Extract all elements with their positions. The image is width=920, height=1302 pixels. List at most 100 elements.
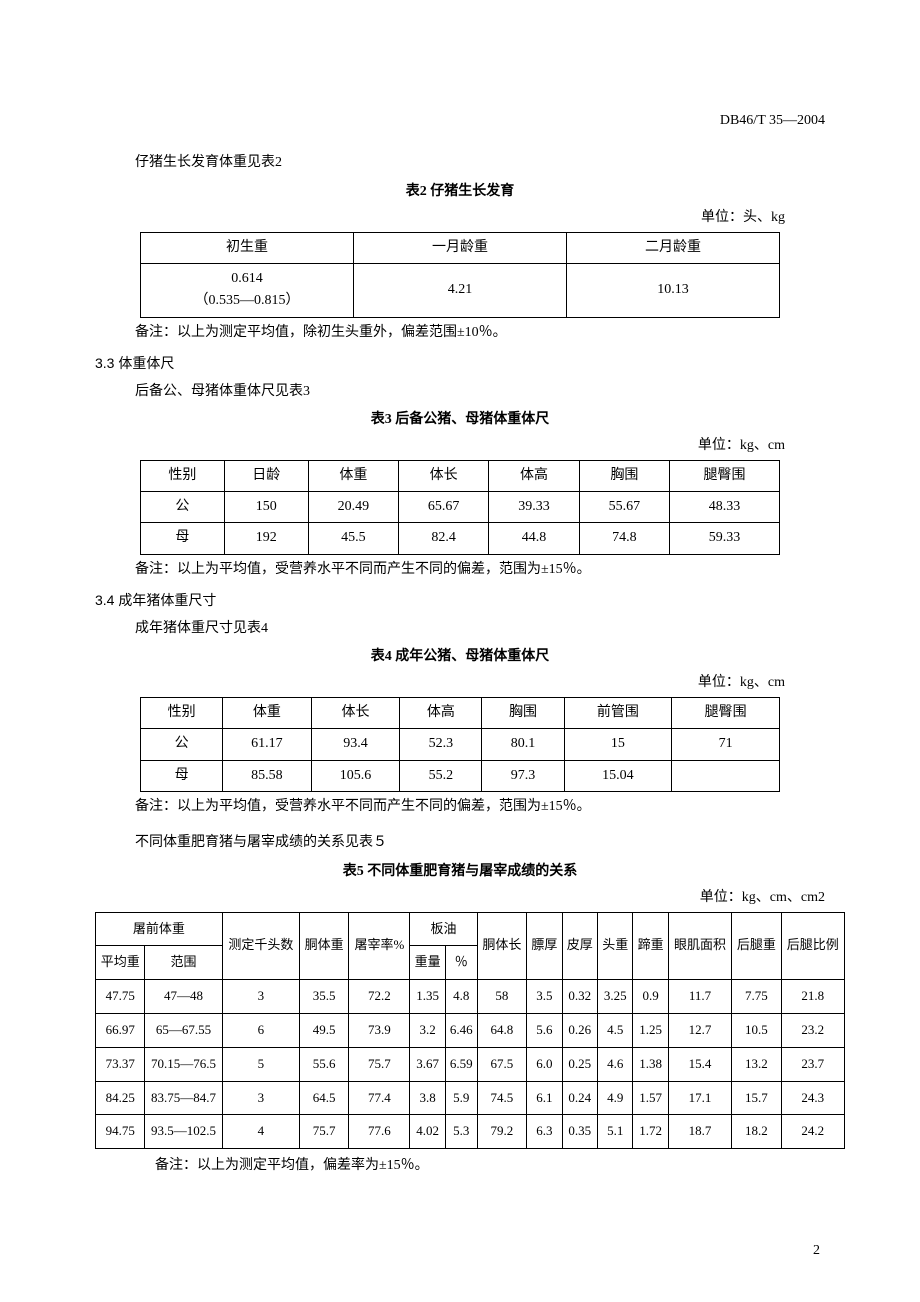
cell: 5.9	[445, 1081, 477, 1115]
table4: 性别 体重 体长 体高 胸围 前管围 腿臀围 公 61.17 93.4 52.3…	[140, 697, 780, 792]
cell: 75.7	[349, 1047, 410, 1081]
cell: 74.8	[579, 523, 669, 554]
cell: 4.9	[598, 1081, 633, 1115]
cell: 64.8	[477, 1013, 526, 1047]
table2-unit: 单位：头、kg	[95, 207, 785, 229]
cell: 4.5	[598, 1013, 633, 1047]
cell: 4.8	[445, 980, 477, 1014]
cell: 71	[672, 729, 780, 760]
cell: 前管围	[564, 697, 672, 728]
cell: 5.3	[445, 1115, 477, 1149]
table3: 性别 日龄 体重 体长 体高 胸围 腿臀围 公 150 20.49 65.67 …	[140, 460, 780, 555]
cell: 55.2	[400, 760, 482, 791]
cell: 45.5	[308, 523, 398, 554]
cell: 重量	[410, 946, 445, 980]
cell: 67.5	[477, 1047, 526, 1081]
cell: 3.25	[598, 980, 633, 1014]
cell: 公	[141, 729, 223, 760]
cell	[672, 760, 780, 791]
cell: 6.0	[527, 1047, 562, 1081]
table-row: 母 85.58 105.6 55.2 97.3 15.04	[141, 760, 780, 791]
cell: 腿臀围	[672, 697, 780, 728]
cell: 65.67	[399, 492, 489, 523]
cell: 5.6	[527, 1013, 562, 1047]
table3-note: 备注：以上为平均值，受营养水平不同而产生不同的偏差，范围为±15％。	[135, 559, 825, 581]
table4-note: 备注：以上为平均值，受营养水平不同而产生不同的偏差，范围为±15％。	[135, 796, 825, 818]
section-3-4: 3.4 成年猪体重尺寸	[95, 589, 825, 611]
cell: 屠前体重	[96, 912, 223, 946]
cell: 1.25	[633, 1013, 668, 1047]
cell: 70.15—76.5	[145, 1047, 222, 1081]
value: 0.614	[231, 271, 263, 286]
table5-note: 备注：以上为测定平均值，偏差率为±15％。	[155, 1155, 825, 1177]
cell: 5.1	[598, 1115, 633, 1149]
cell: 6.59	[445, 1047, 477, 1081]
cell: 80.1	[482, 729, 564, 760]
table-row: 66.9765—67.55649.573.93.26.4664.85.60.26…	[96, 1013, 845, 1047]
cell: 公	[141, 492, 225, 523]
table-row: 屠前体重 测定千头数 胴体重 屠宰率% 板油 胴体长 膘厚 皮厚 头重 蹄重 眼…	[96, 912, 845, 946]
cell: 胴体重	[299, 912, 348, 980]
cell: 93.4	[311, 729, 400, 760]
cell: 1.38	[633, 1047, 668, 1081]
cell: 84.25	[96, 1081, 145, 1115]
cell: 6	[222, 1013, 299, 1047]
sub-value: （0.535—0.815）	[195, 293, 300, 308]
cell: 15	[564, 729, 672, 760]
cell: 0.35	[562, 1115, 597, 1149]
cell: 1.72	[633, 1115, 668, 1149]
cell: 11.7	[668, 980, 731, 1014]
cell: 55.6	[299, 1047, 348, 1081]
cell: 24.2	[781, 1115, 844, 1149]
cell: 105.6	[311, 760, 400, 791]
cell: 15.7	[732, 1081, 781, 1115]
cell: 65—67.55	[145, 1013, 222, 1047]
table-row: 94.7593.5—102.5475.777.64.025.379.26.30.…	[96, 1115, 845, 1149]
cell: 58	[477, 980, 526, 1014]
cell: 皮厚	[562, 912, 597, 980]
cell: 10.5	[732, 1013, 781, 1047]
cell: 94.75	[96, 1115, 145, 1149]
cell: 150	[224, 492, 308, 523]
cell: 85.58	[223, 760, 312, 791]
cell: 18.7	[668, 1115, 731, 1149]
table2-note: 备注：以上为测定平均值，除初生头重外，偏差范围±10％。	[135, 322, 825, 344]
cell: 0.9	[633, 980, 668, 1014]
cell: 52.3	[400, 729, 482, 760]
table-row: 0.614 （0.535—0.815） 4.21 10.13	[141, 263, 780, 317]
cell: 后腿重	[732, 912, 781, 980]
table2-title: 表2 仔猪生长发育	[95, 181, 825, 203]
cell: 3.5	[527, 980, 562, 1014]
table4-title: 表4 成年公猪、母猪体重体尺	[95, 646, 825, 668]
cell: 79.2	[477, 1115, 526, 1149]
cell: 一月龄重	[354, 232, 567, 263]
table-row: 84.2583.75—84.7364.577.43.85.974.56.10.2…	[96, 1081, 845, 1115]
cell: 47—48	[145, 980, 222, 1014]
cell: 4.21	[354, 263, 567, 317]
cell: 24.3	[781, 1081, 844, 1115]
cell: 范围	[145, 946, 222, 980]
cell: 55.67	[579, 492, 669, 523]
cell: 44.8	[489, 523, 579, 554]
cell: 体长	[311, 697, 400, 728]
cell: 15.04	[564, 760, 672, 791]
cell: 15.4	[668, 1047, 731, 1081]
cell: 腿臀围	[670, 460, 780, 491]
cell: 97.3	[482, 760, 564, 791]
cell: 体重	[223, 697, 312, 728]
cell: 眼肌面积	[668, 912, 731, 980]
table-row: 73.3770.15—76.5555.675.73.676.5967.56.00…	[96, 1047, 845, 1081]
cell: 0.26	[562, 1013, 597, 1047]
cell: 75.7	[299, 1115, 348, 1149]
table-row: 47.7547—48335.572.21.354.8583.50.323.250…	[96, 980, 845, 1014]
cell: 胴体长	[477, 912, 526, 980]
cell: 0.24	[562, 1081, 597, 1115]
cell: 屠宰率%	[349, 912, 410, 980]
cell: 20.49	[308, 492, 398, 523]
cell: 胸围	[579, 460, 669, 491]
table-row: 公 61.17 93.4 52.3 80.1 15 71	[141, 729, 780, 760]
cell: 体高	[489, 460, 579, 491]
cell: 6.46	[445, 1013, 477, 1047]
cell: 64.5	[299, 1081, 348, 1115]
cell: 66.97	[96, 1013, 145, 1047]
